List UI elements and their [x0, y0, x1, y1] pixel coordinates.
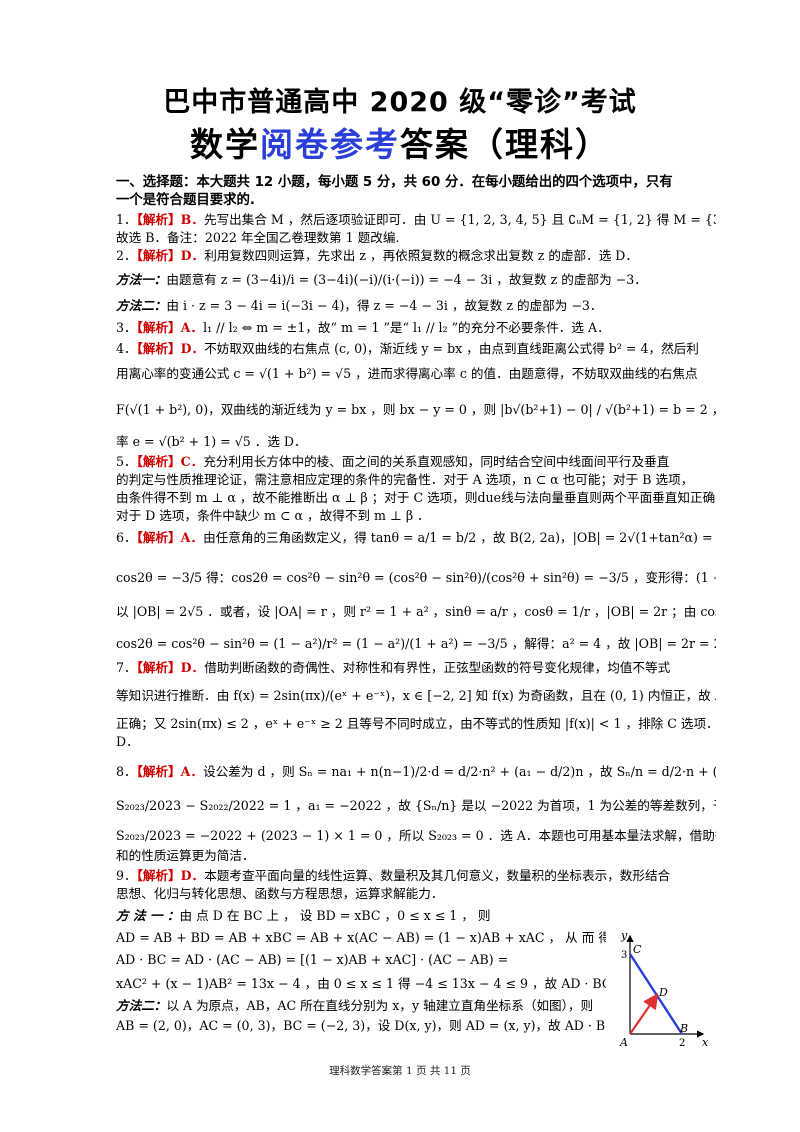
- answer-5-line-3: 由条件得不到 m ⊥ α ，故不能推断出 α ⊥ β ；对于 C 选项，则due…: [116, 490, 716, 505]
- point-d-label: D: [658, 986, 668, 999]
- vector-ad: [629, 993, 659, 1035]
- answer-9-method-2: 方法二：以 A 为原点，AB，AC 所在直线分别为 x，y 轴建立直角坐标系（如…: [116, 998, 594, 1013]
- point-c-label: C: [633, 943, 642, 956]
- answer-2-method-2: 方法二：由 i · z = 3 − 4i = i(−3i − 4)，得 z = …: [116, 298, 603, 313]
- answer-9-line-4: AD = AB + BD = AB + xBC = AB + x(AC − AB…: [116, 930, 606, 945]
- point-b-label: B: [679, 1022, 688, 1035]
- point-a-label: A: [619, 1036, 628, 1049]
- answer-key-title: 数学阅卷参考答案（理科）: [0, 118, 800, 166]
- answer-7-line-2: 等知识进行推断．由 f(x) = 2sin(πx)/(eˣ + e⁻ˣ)，x ∈…: [116, 688, 716, 703]
- answer-9-line-6: xAC² + (x − 1)AB² = 13x − 4 ，由 0 ≤ x ≤ 1…: [116, 976, 606, 991]
- page-footer: 理科数学答案第 1 页 共 11 页: [329, 1065, 471, 1077]
- answer-5: 5．【解析】C．充分利用长方体中的棱、面之间的关系直观感知，同时结合空间中线面间…: [116, 454, 670, 469]
- answer-tag: 【解析】D．: [136, 868, 205, 883]
- title-part-grading: 阅卷参考: [260, 125, 400, 164]
- answer-1-note: 故选 B．备注：2022 年全国乙卷理数第 1 题改编.: [116, 230, 400, 245]
- y-axis-label: y: [620, 930, 628, 942]
- answer-7-line-3: 正确；又 2sin(πx) ≤ 2 ，eˣ + e⁻ˣ ≥ 2 且等号不同时成立…: [116, 716, 716, 731]
- answer-tag: 【解析】A．: [136, 764, 204, 779]
- answer-2: 2．【解析】D．利用复数四则运算，先求出 z ，再依照复数的概念求出复数 z 的…: [116, 248, 638, 263]
- answer-6-line-2: cos2θ = −3/5 得：cos2θ = cos²θ − sin²θ = (…: [116, 570, 716, 585]
- section-heading-cont: 一个是符合题目要求的.: [116, 193, 255, 208]
- x-axis-label: x: [702, 1036, 709, 1049]
- answer-1: 1．【解析】B．先写出集合 M ，然后逐项验证即可．由 U = {1, 2, 3…: [116, 212, 716, 227]
- answer-9-line-8: AB = (2, 0)，AC = (0, 3)，BC = (−2, 3)，设 D…: [116, 1018, 606, 1033]
- answer-4-line-2: 用离心率的变通公式 c = √(1 + b²) = √5 ，进而求得离心率 c …: [116, 366, 698, 381]
- tick-3-label: 3: [621, 950, 627, 961]
- answer-8-line-3: S₂₀₂₃/2023 = −2022 + (2023 − 1) × 1 = 0 …: [116, 828, 716, 843]
- answer-7: 7．【解析】D．借助判断函数的奇偶性、对称性和有界性，正弦型函数的符号变化规律，…: [116, 660, 671, 675]
- answer-2-method-1: 方法一：由题意有 z = (3−4i)/i = (3−4i)(−i)/(i·(−…: [116, 272, 647, 287]
- title-part-answers: 答案（理科）: [400, 125, 610, 164]
- answer-8: 8．【解析】A．设公差为 d ，则 Sₙ = na₁ + n(n−1)/2·d …: [116, 764, 716, 779]
- answer-6-line-4: cos2θ = cos²θ − sin²θ = (1 − a²)/r² = (1…: [116, 636, 716, 651]
- answer-tag: 【解析】D．: [136, 341, 205, 356]
- answer-3: 3．【解析】A．l₁ // l₂ ⇔ m = ±1，故“ m = 1 ”是“ l…: [116, 320, 610, 335]
- answer-tag: 【解析】C．: [136, 454, 204, 469]
- answer-9-line-2: 思想、化归与转化思想、函数与方程思想，运算求解能力．: [116, 886, 444, 901]
- answer-tag: 【解析】D．: [136, 660, 205, 675]
- answer-4-line-4: 率 e = √(b² + 1) = √5 ．选 D．: [116, 434, 307, 449]
- coordinate-figure: y x A B C D 3 2: [619, 930, 709, 1049]
- answer-4-line-3: F(√(1 + b²), 0)，双曲线的渐近线为 y = bx ，则 bx − …: [116, 402, 716, 417]
- answer-5-line-2: 的判定与性质推理论证，需注意相应定理的条件的完备性．对于 A 选项，n ⊂ α …: [116, 472, 694, 487]
- answer-9-line-5: AD · BC = AD · (AC − AB) = [(1 − x)AB + …: [116, 952, 509, 967]
- answer-tag: 【解析】D．: [136, 248, 205, 263]
- tick-2-label: 2: [679, 1038, 685, 1049]
- answer-tag: 【解析】A．: [136, 320, 204, 335]
- answer-7-line-4: D．: [116, 734, 139, 749]
- answer-9-method-1: 方 法 一 ：由 点 D 在 BC 上 ， 设 BD = xBC ，0 ≤ x …: [116, 908, 491, 923]
- answer-9: 9．【解析】D．本题考查平面向量的线性运算、数量积及其几何意义，数量积的坐标表示…: [116, 868, 671, 883]
- answer-tag: 【解析】A．: [136, 530, 204, 545]
- answer-6: 6．【解析】A．由任意角的三角函数定义，得 tanθ = a/1 = b/2 ，…: [116, 530, 716, 545]
- answer-6-line-3: 以 |OB| = 2√5 ．或者，设 |OA| = r ，则 r² = 1 + …: [116, 604, 716, 619]
- title-part-math: 数学: [190, 125, 260, 164]
- answer-8-line-2: S₂₀₂₃/2023 − S₂₀₂₂/2022 = 1 ，a₁ = −2022 …: [116, 798, 716, 813]
- answer-tag: 【解析】B．: [136, 212, 204, 227]
- answer-4: 4．【解析】D．不妨取双曲线的右焦点 (c, 0)，渐近线 y = bx ，由点…: [116, 341, 699, 356]
- exam-title: 巴中市普通高中 2020 级“零诊”考试: [163, 87, 637, 118]
- answer-8-line-4: 和的性质运算更为简洁．: [116, 848, 255, 863]
- section-heading: 一、选择题：本大题共 12 小题，每小题 5 分，共 60 分．在每小题给出的四…: [116, 175, 673, 190]
- answer-5-line-4: 对于 D 选项，条件中缺少 m ⊂ α ，故得不到 m ⊥ β ．: [116, 508, 430, 523]
